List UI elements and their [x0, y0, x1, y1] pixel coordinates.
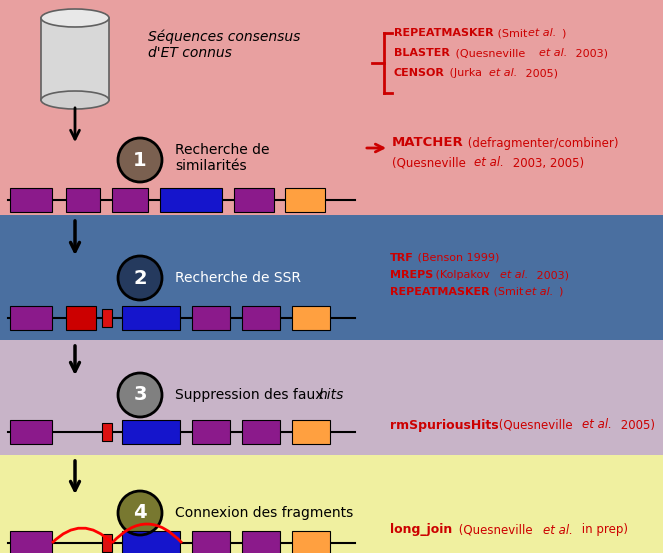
Text: hits: hits	[319, 388, 344, 402]
Text: 2003, 2005): 2003, 2005)	[509, 156, 584, 170]
Text: long_join: long_join	[390, 524, 452, 536]
Text: ): )	[558, 287, 562, 297]
Text: MATCHER: MATCHER	[392, 137, 463, 149]
Bar	[192, 420, 230, 444]
Text: 2005): 2005)	[617, 419, 655, 431]
Text: (Smit: (Smit	[490, 287, 527, 297]
Bar	[102, 534, 112, 552]
Text: ): )	[561, 28, 566, 38]
Text: et al.: et al.	[543, 524, 573, 536]
Bar	[10, 420, 52, 444]
Bar	[292, 306, 330, 330]
Text: 2: 2	[133, 269, 147, 288]
Text: Suppression des faux: Suppression des faux	[175, 388, 328, 402]
Bar	[234, 188, 274, 212]
Text: et al.: et al.	[539, 48, 568, 58]
Text: Séquences consensus
d'ET connus: Séquences consensus d'ET connus	[148, 30, 300, 60]
Bar	[160, 188, 222, 212]
Bar	[292, 420, 330, 444]
Bar	[0, 340, 663, 455]
Text: 3: 3	[133, 385, 147, 404]
Bar	[192, 531, 230, 553]
Text: Recherche de
similarités: Recherche de similarités	[175, 143, 269, 173]
Bar	[0, 455, 663, 553]
Bar	[10, 306, 52, 330]
Circle shape	[118, 256, 162, 300]
Bar	[122, 531, 180, 553]
Bar	[66, 306, 96, 330]
Bar	[242, 306, 280, 330]
Text: MREPS: MREPS	[390, 270, 433, 280]
Text: (Kolpakov: (Kolpakov	[432, 270, 493, 280]
Bar	[10, 188, 52, 212]
Text: CENSOR: CENSOR	[394, 68, 445, 78]
Text: (Quesneville: (Quesneville	[392, 156, 469, 170]
Bar	[122, 306, 180, 330]
Text: REPEATMASKER: REPEATMASKER	[394, 28, 494, 38]
Text: REPEATMASKER: REPEATMASKER	[390, 287, 489, 297]
Bar	[41, 18, 109, 100]
Bar	[102, 309, 112, 327]
Circle shape	[118, 138, 162, 182]
Text: (Benson 1999): (Benson 1999)	[414, 253, 499, 263]
Ellipse shape	[41, 91, 109, 109]
Bar	[285, 188, 325, 212]
Text: (Smit: (Smit	[494, 28, 531, 38]
Text: (Jurka: (Jurka	[446, 68, 485, 78]
Bar	[242, 420, 280, 444]
Text: 2005): 2005)	[522, 68, 558, 78]
Bar	[102, 423, 112, 441]
Bar	[66, 188, 100, 212]
Bar	[0, 0, 663, 215]
Text: et al.: et al.	[474, 156, 504, 170]
Ellipse shape	[41, 9, 109, 27]
Text: BLASTER: BLASTER	[394, 48, 450, 58]
Text: et al.: et al.	[525, 287, 553, 297]
Text: 4: 4	[133, 503, 147, 523]
Bar	[112, 188, 148, 212]
Bar	[10, 531, 52, 553]
Text: in prep): in prep)	[578, 524, 628, 536]
Text: 2003): 2003)	[533, 270, 569, 280]
Bar	[122, 420, 180, 444]
Text: (Quesneville: (Quesneville	[455, 524, 536, 536]
Circle shape	[118, 491, 162, 535]
Bar	[292, 531, 330, 553]
Text: et al.: et al.	[500, 270, 528, 280]
Text: (Quesneville: (Quesneville	[495, 419, 576, 431]
Text: rmSpuriousHits: rmSpuriousHits	[390, 419, 499, 431]
Text: 1: 1	[133, 150, 147, 170]
Text: Recherche de SSR: Recherche de SSR	[175, 271, 301, 285]
Circle shape	[118, 373, 162, 417]
Text: TRF: TRF	[390, 253, 414, 263]
Bar	[192, 306, 230, 330]
Text: (Quesneville: (Quesneville	[452, 48, 529, 58]
Text: Connexion des fragments: Connexion des fragments	[175, 506, 353, 520]
Text: et al.: et al.	[489, 68, 517, 78]
Bar	[242, 531, 280, 553]
Bar	[0, 215, 663, 340]
Text: (defragmenter/combiner): (defragmenter/combiner)	[464, 137, 619, 149]
Text: et al.: et al.	[582, 419, 612, 431]
Text: et al.: et al.	[528, 28, 556, 38]
Text: 2003): 2003)	[572, 48, 608, 58]
